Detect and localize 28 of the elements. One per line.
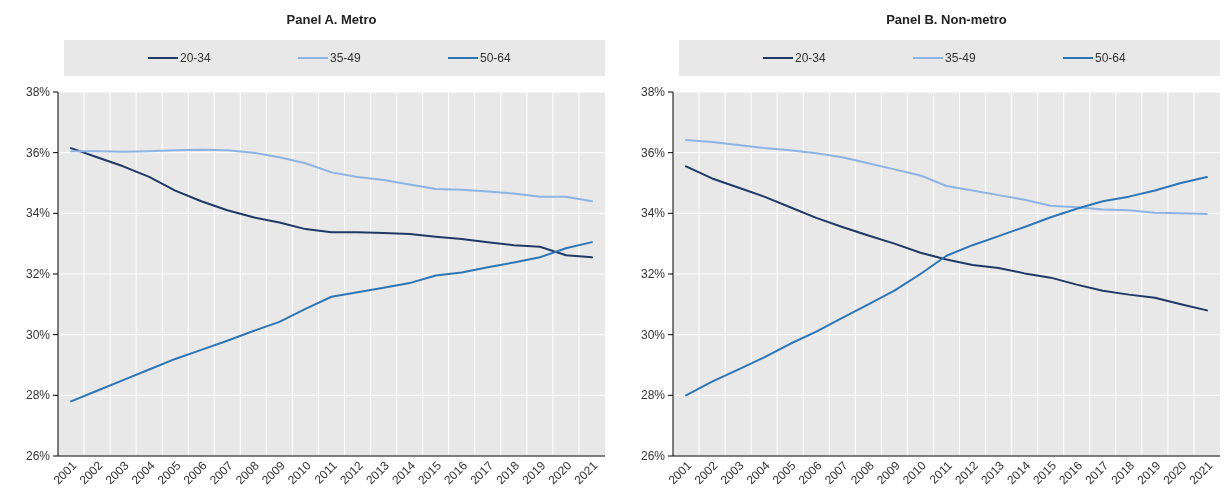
legend-label: 50-64: [480, 51, 512, 65]
legend-label: 50-64: [1095, 51, 1127, 65]
legend-label: 35-49: [330, 51, 362, 65]
y-tick-label: 38%: [25, 85, 51, 99]
y-tick-label: 28%: [640, 388, 666, 403]
y-tick-label: 32%: [25, 267, 51, 281]
line-series: [70, 148, 593, 203]
legend-label: 20-34: [795, 51, 827, 65]
y-tick-label: 26%: [25, 449, 51, 463]
line-series: [685, 165, 1208, 312]
y-tick-label: 28%: [25, 388, 51, 403]
chart-title: Panel B. Non-metro: [886, 12, 1007, 27]
line-series: [685, 175, 1208, 397]
legend-label: 35-49: [945, 51, 977, 65]
y-tick-label: 30%: [25, 327, 51, 342]
line-series: [70, 147, 593, 259]
y-tick-label: 32%: [640, 267, 666, 281]
y-tick-label: 30%: [640, 327, 666, 342]
y-tick-label: 36%: [640, 145, 666, 160]
line-series: [685, 138, 1208, 215]
legend-label: 20-34: [180, 51, 212, 65]
chart-title: Panel A. Metro: [286, 12, 377, 27]
line-series: [70, 241, 593, 403]
y-tick-label: 36%: [25, 145, 51, 160]
y-tick-label: 26%: [640, 449, 666, 463]
y-tick-label: 34%: [640, 206, 666, 221]
y-tick-label: 34%: [25, 206, 51, 221]
y-tick-label: 38%: [640, 85, 666, 99]
